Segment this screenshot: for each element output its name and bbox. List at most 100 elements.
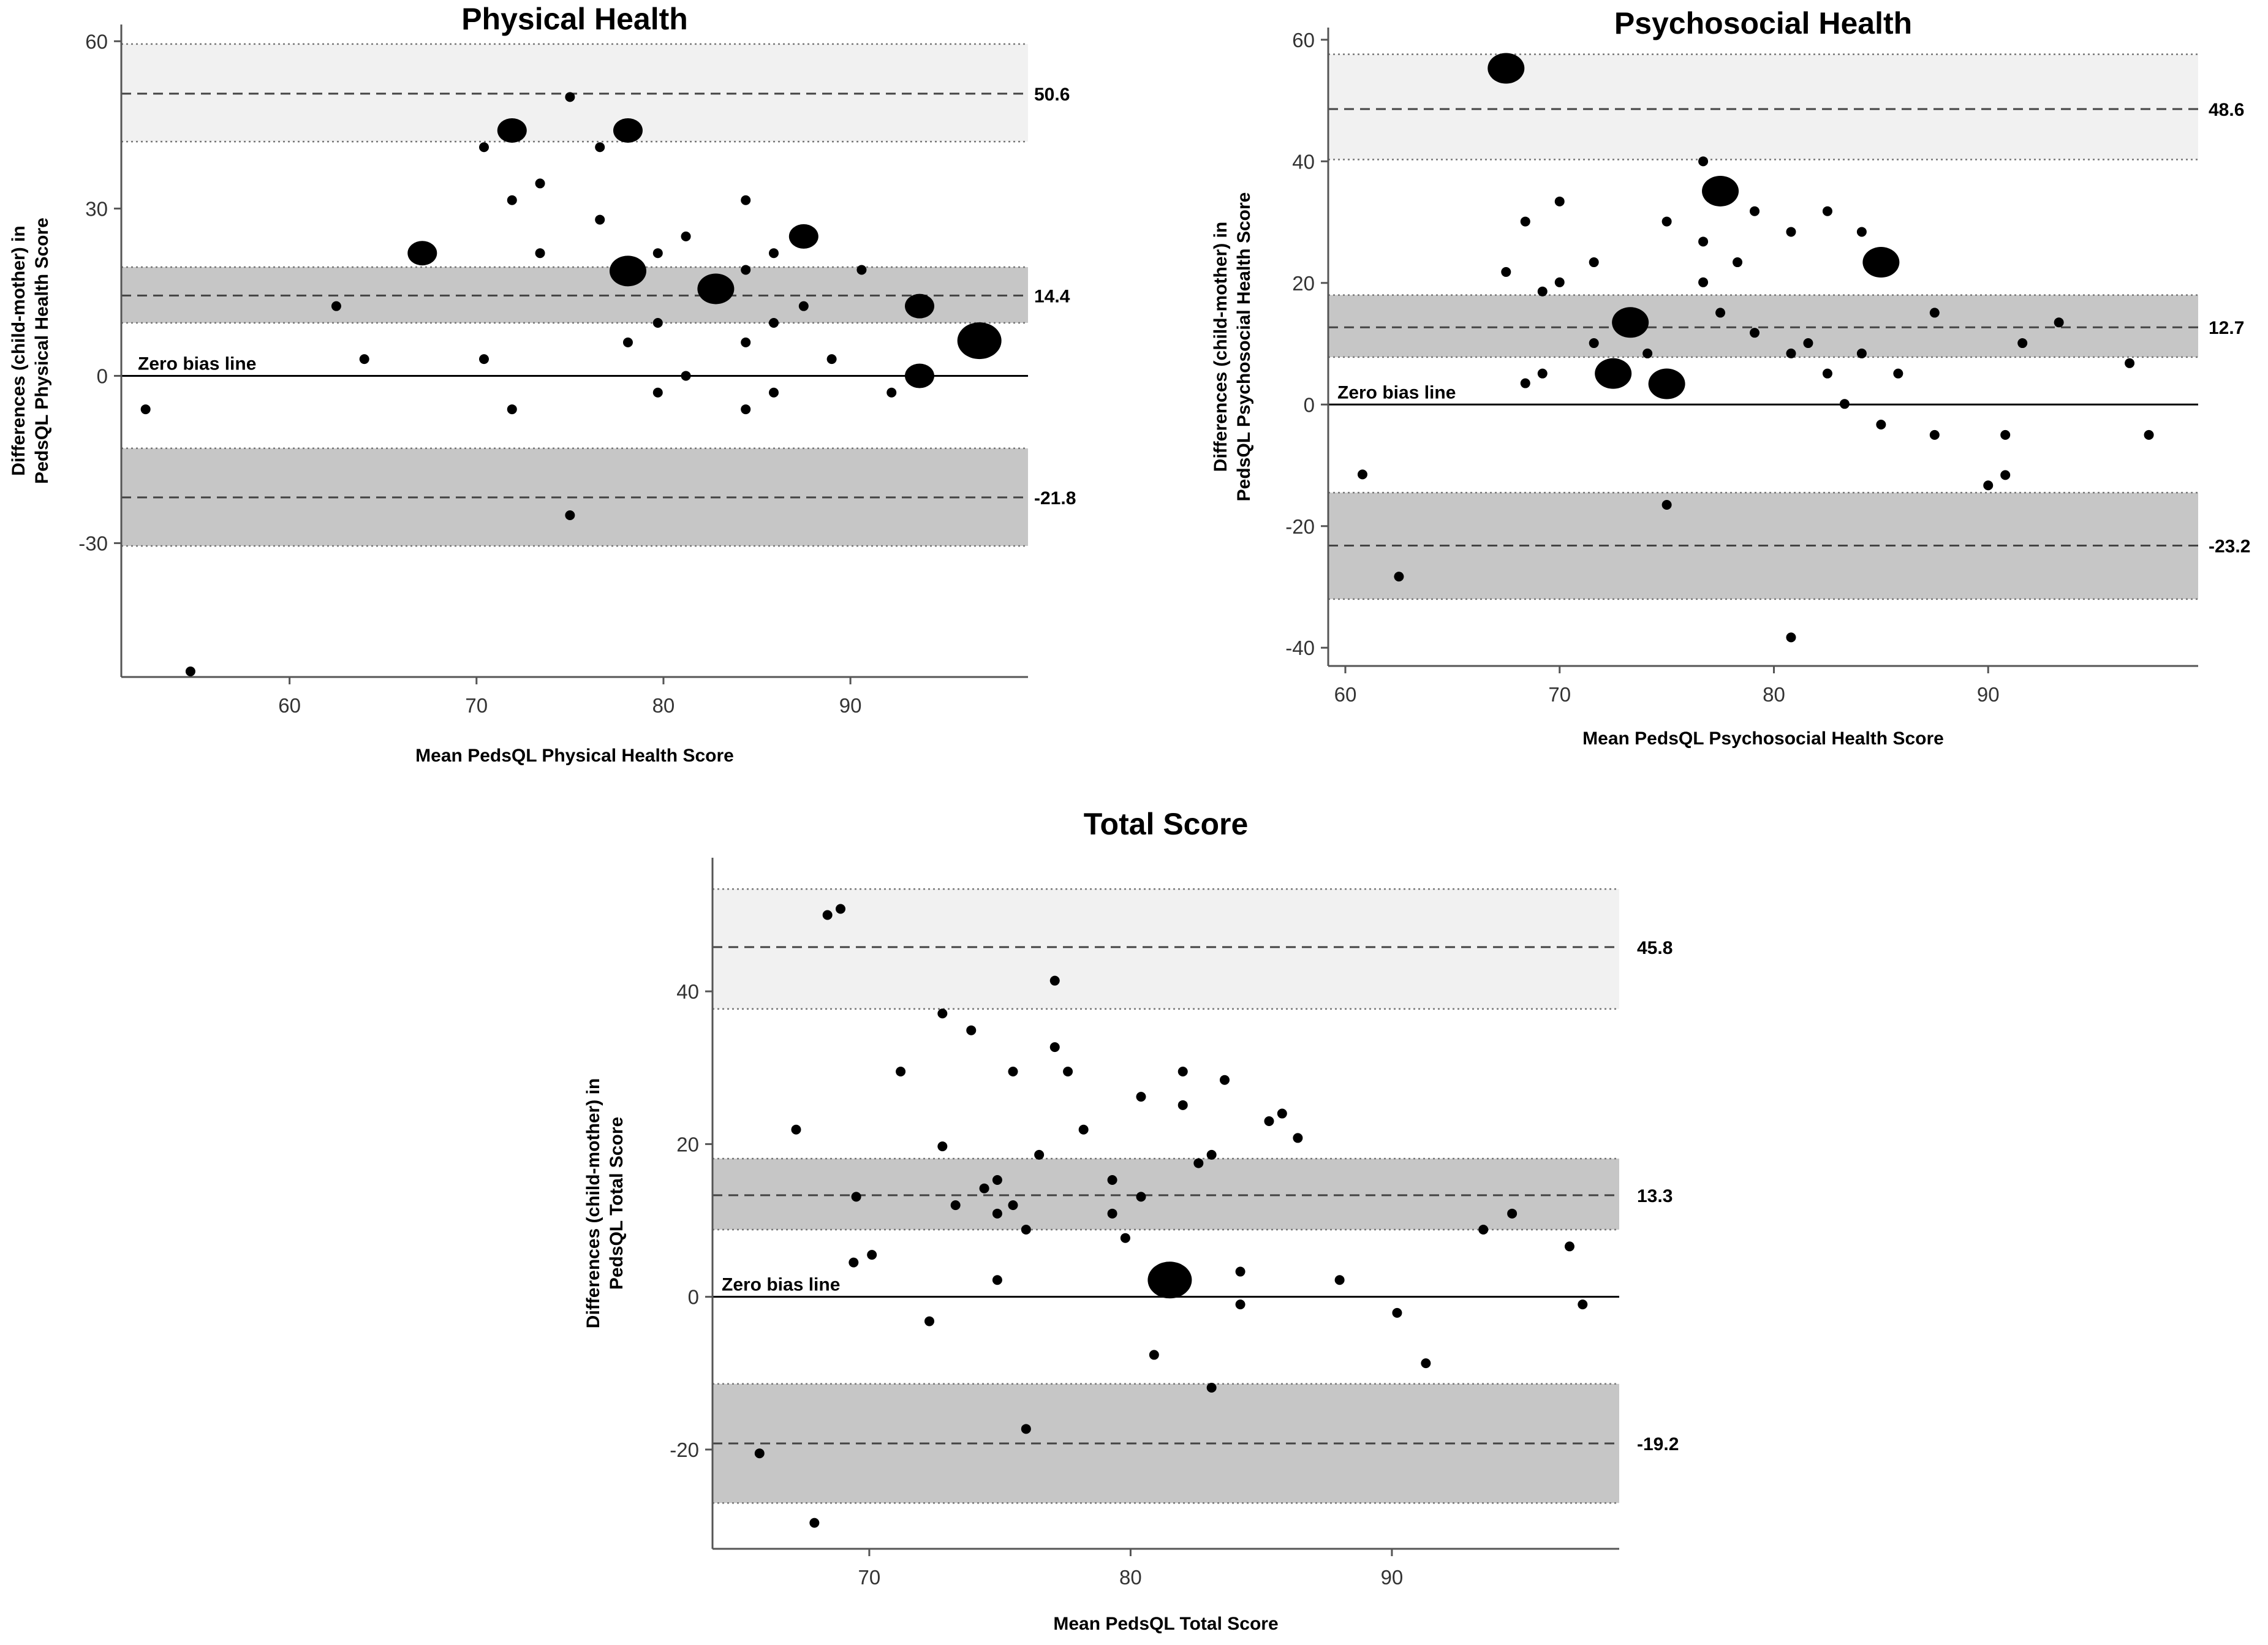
y-tick-label: 40 [1292, 150, 1315, 173]
data-point [1595, 358, 1632, 389]
y-tick-label: 20 [676, 1133, 699, 1155]
data-point [754, 1448, 765, 1459]
x-tick-label: 90 [839, 694, 862, 717]
data-point [609, 255, 646, 287]
data-point [1589, 257, 1599, 268]
y-tick-label: 0 [688, 1286, 699, 1309]
y-tick-label: 60 [1292, 29, 1315, 51]
zero-bias-label: Zero bias line [138, 354, 256, 374]
data-point [1193, 1158, 1204, 1168]
data-point [1394, 572, 1404, 582]
chart-title: Total Score [1084, 807, 1249, 841]
data-point [741, 337, 751, 347]
data-point [741, 195, 751, 205]
data-point [652, 317, 663, 328]
data-point [992, 1174, 1002, 1185]
data-point [507, 195, 517, 205]
data-point [1929, 429, 1940, 440]
mean-bias-label: 14.4 [1034, 286, 1070, 306]
data-point [1277, 1108, 1287, 1119]
data-point [1136, 1192, 1146, 1202]
upper-loa-band [713, 889, 1619, 1009]
data-point [826, 354, 837, 365]
upper-loa-label: 50.6 [1034, 85, 1070, 105]
x-tick-label: 60 [278, 694, 301, 717]
chart-title: Psychosocial Health [1614, 6, 1912, 40]
x-tick-label: 60 [1334, 683, 1357, 706]
data-point [1021, 1225, 1031, 1235]
data-point [768, 317, 779, 328]
data-point [1661, 500, 1672, 510]
data-point [1589, 338, 1599, 349]
data-point [1822, 206, 1832, 216]
data-point [1698, 236, 1709, 247]
data-point [1008, 1066, 1018, 1076]
x-tick-label: 70 [1548, 683, 1571, 706]
data-point [1537, 286, 1548, 297]
data-point [979, 1183, 989, 1193]
data-point [2000, 429, 2011, 440]
y-tick-label: -20 [1285, 515, 1315, 538]
data-point [957, 322, 1002, 360]
data-point [1578, 1299, 1588, 1310]
x-tick-label: 80 [652, 694, 675, 717]
physical-health-panel: 50.6 14.4 -21.8 Zero bias line -30 0 30 60 60 70 8… [9, 2, 1076, 766]
data-point [1334, 1275, 1345, 1285]
y-tick-label: -40 [1285, 637, 1315, 659]
data-point [681, 231, 691, 241]
mean-bias-label: 12.7 [2209, 318, 2244, 338]
y-tick-label: 60 [85, 30, 108, 53]
zero-bias-label: Zero bias line [1337, 382, 1456, 403]
data-point [2125, 358, 2135, 368]
data-point [1702, 175, 1739, 206]
data-point [1063, 1066, 1073, 1076]
data-point [896, 1066, 906, 1076]
data-point [1501, 267, 1511, 277]
data-point [768, 248, 779, 259]
data-point [809, 1518, 820, 1528]
x-tick-label: 80 [1763, 683, 1785, 706]
y-axis-label-line1: Differences (child-mother) in [583, 1078, 603, 1328]
data-point [1357, 469, 1367, 480]
data-point [1421, 1358, 1431, 1369]
y-tick-label: 20 [1292, 272, 1315, 295]
data-point [992, 1275, 1002, 1285]
data-point [1235, 1266, 1246, 1277]
data-point [937, 1141, 948, 1152]
data-point [1698, 156, 1709, 167]
x-tick-label: 70 [858, 1566, 881, 1589]
data-point [2054, 317, 2064, 328]
data-point [1893, 368, 1903, 379]
data-point [1235, 1299, 1246, 1310]
data-point [1293, 1133, 1303, 1143]
data-point [1507, 1208, 1518, 1219]
data-point [1487, 53, 1525, 84]
y-tick-label: -30 [78, 532, 108, 555]
data-point [1698, 277, 1709, 287]
x-axis-label: Mean PedsQL Total Score [1053, 1614, 1278, 1634]
data-point [1049, 1042, 1060, 1053]
chart-title: Physical Health [461, 2, 688, 36]
data-point [1520, 216, 1530, 227]
data-point [798, 301, 809, 311]
x-tick-label: 90 [1381, 1566, 1404, 1589]
data-point [1856, 227, 1867, 237]
data-point [788, 224, 818, 249]
data-point [1147, 1261, 1192, 1299]
data-point [2000, 470, 2011, 480]
data-point [2144, 429, 2154, 440]
data-point [867, 1250, 877, 1260]
y-tick-label: 0 [97, 365, 108, 387]
data-point [497, 118, 527, 143]
y-axis-label-line1: Differences (child-mother) in [1211, 222, 1231, 472]
data-point [1219, 1075, 1230, 1085]
y-axis-label-line2: PedsQL Total Score [607, 1117, 627, 1290]
data-point [1034, 1149, 1045, 1160]
data-point [565, 92, 575, 102]
data-point [1021, 1424, 1031, 1434]
data-point [652, 387, 663, 398]
data-point [1392, 1307, 1402, 1318]
x-axis-label: Mean PedsQL Psychosocial Health Score [1582, 728, 1944, 749]
data-point [1564, 1241, 1574, 1252]
data-point [791, 1124, 801, 1135]
